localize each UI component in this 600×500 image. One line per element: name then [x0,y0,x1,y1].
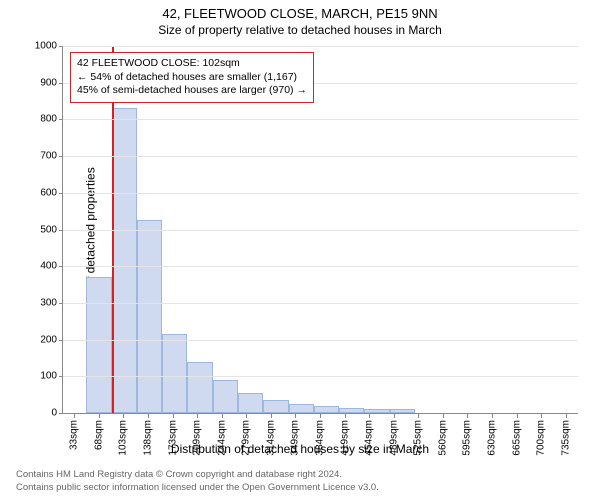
bar [289,404,314,413]
xtick-mark [222,414,223,418]
bar [86,277,111,413]
xtick-mark [148,414,149,418]
gridline [63,266,578,267]
gridline [63,46,578,47]
ytick-label: 900 [40,77,63,88]
bar [137,220,162,413]
gridline [63,376,578,377]
bar [187,362,212,413]
footer-line2: Contains public sector information licen… [16,482,584,494]
xtick-mark [271,414,272,418]
footer-line1: Contains HM Land Registry data © Crown c… [16,469,584,481]
ytick-label: 100 [40,371,63,382]
xtick-mark [541,414,542,418]
bar [162,334,187,413]
xtick-mark [517,414,518,418]
xtick-mark [246,414,247,418]
bar [364,409,389,413]
xtick-mark [320,414,321,418]
annotation-box: 42 FLEETWOOD CLOSE: 102sqm ← 54% of deta… [70,52,314,103]
ytick-label: 500 [40,224,63,235]
xtick-mark [394,414,395,418]
bar [314,406,339,413]
ytick-label: 300 [40,297,63,308]
xtick-mark [99,414,100,418]
xtick-mark [418,414,419,418]
xtick-mark [345,414,346,418]
gridline [63,340,578,341]
gridline [63,119,578,120]
xtick-mark [566,414,567,418]
xtick-mark [369,414,370,418]
gridline [63,303,578,304]
ytick-label: 600 [40,187,63,198]
bar [263,400,288,413]
page-title-line1: 42, FLEETWOOD CLOSE, MARCH, PE15 9NN [0,6,600,21]
x-axis-title: Distribution of detached houses by size … [0,442,600,456]
bar [213,380,238,413]
xtick-mark [467,414,468,418]
bar [339,408,364,414]
footer: Contains HM Land Registry data © Crown c… [16,469,584,494]
xtick-mark [74,414,75,418]
annotation-line2: ← 54% of detached houses are smaller (1,… [77,71,307,85]
xtick-mark [295,414,296,418]
annotation-line1: 42 FLEETWOOD CLOSE: 102sqm [77,57,307,71]
gridline [63,230,578,231]
annotation-line3: 45% of semi-detached houses are larger (… [77,84,307,98]
ytick-label: 200 [40,334,63,345]
bar [112,108,137,413]
ytick-label: 1000 [35,41,63,52]
xtick-mark [123,414,124,418]
xtick-mark [443,414,444,418]
ytick-label: 700 [40,151,63,162]
bar [238,393,263,413]
xtick-mark [173,414,174,418]
bar [390,409,415,413]
xtick-mark [197,414,198,418]
gridline [63,156,578,157]
xtick-mark [492,414,493,418]
page-title-line2: Size of property relative to detached ho… [0,23,600,37]
ytick-label: 800 [40,114,63,125]
gridline [63,193,578,194]
ytick-label: 400 [40,261,63,272]
